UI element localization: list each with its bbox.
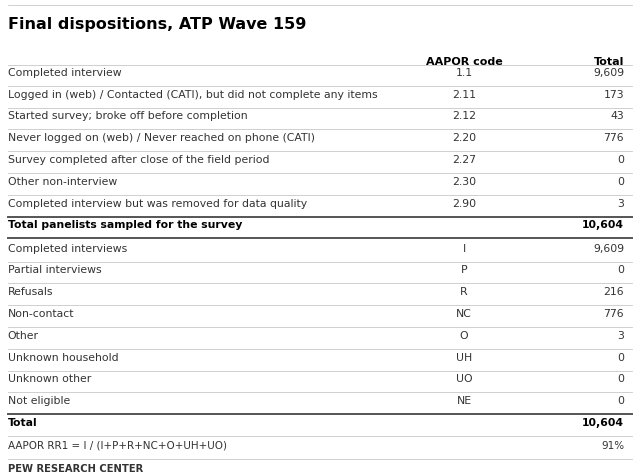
Text: R: R	[460, 287, 468, 297]
Text: 0: 0	[617, 396, 624, 406]
Text: 776: 776	[604, 309, 624, 319]
Text: Completed interview but was removed for data quality: Completed interview but was removed for …	[8, 199, 307, 209]
Text: Logged in (web) / Contacted (CATI), but did not complete any items: Logged in (web) / Contacted (CATI), but …	[8, 90, 378, 100]
Text: O: O	[460, 331, 468, 341]
Text: Total panelists sampled for the survey: Total panelists sampled for the survey	[8, 220, 242, 230]
Text: Final dispositions, ATP Wave 159: Final dispositions, ATP Wave 159	[8, 17, 306, 32]
Text: UO: UO	[456, 374, 472, 384]
Text: Total: Total	[8, 418, 37, 428]
Text: Non-contact: Non-contact	[8, 309, 74, 319]
Text: Started survey; broke off before completion: Started survey; broke off before complet…	[8, 111, 247, 121]
Text: 2.20: 2.20	[452, 133, 476, 143]
Text: 0: 0	[617, 265, 624, 275]
Text: 91%: 91%	[601, 441, 624, 451]
Text: Partial interviews: Partial interviews	[8, 265, 101, 275]
Text: 3: 3	[617, 199, 624, 209]
Text: 43: 43	[611, 111, 624, 121]
Text: 9,609: 9,609	[593, 244, 624, 254]
Text: 2.12: 2.12	[452, 111, 476, 121]
Text: 2.30: 2.30	[452, 177, 476, 187]
Text: 0: 0	[617, 177, 624, 187]
Text: 2.90: 2.90	[452, 199, 476, 209]
Text: Completed interviews: Completed interviews	[8, 244, 127, 254]
Text: Survey completed after close of the field period: Survey completed after close of the fiel…	[8, 155, 269, 165]
Text: 3: 3	[617, 331, 624, 341]
Text: 0: 0	[617, 353, 624, 363]
Text: NE: NE	[456, 396, 472, 406]
Text: Refusals: Refusals	[8, 287, 53, 297]
Text: I: I	[462, 244, 466, 254]
Text: 9,609: 9,609	[593, 68, 624, 78]
Text: UH: UH	[456, 353, 472, 363]
Text: AAPOR RR1 = I / (I+P+R+NC+O+UH+UO): AAPOR RR1 = I / (I+P+R+NC+O+UH+UO)	[8, 441, 227, 451]
Text: 0: 0	[617, 155, 624, 165]
Text: 2.11: 2.11	[452, 90, 476, 100]
Text: Unknown household: Unknown household	[8, 353, 118, 363]
Text: PEW RESEARCH CENTER: PEW RESEARCH CENTER	[8, 464, 143, 474]
Text: 10,604: 10,604	[582, 418, 624, 428]
Text: 173: 173	[604, 90, 624, 100]
Text: Other: Other	[8, 331, 38, 341]
Text: Completed interview: Completed interview	[8, 68, 122, 78]
Text: 10,604: 10,604	[582, 220, 624, 230]
Text: NC: NC	[456, 309, 472, 319]
Text: 0: 0	[617, 374, 624, 384]
Text: Never logged on (web) / Never reached on phone (CATI): Never logged on (web) / Never reached on…	[8, 133, 315, 143]
Text: AAPOR code: AAPOR code	[426, 57, 502, 67]
Text: Other non-interview: Other non-interview	[8, 177, 117, 187]
Text: 776: 776	[604, 133, 624, 143]
Text: P: P	[461, 265, 467, 275]
Text: Unknown other: Unknown other	[8, 374, 91, 384]
Text: 216: 216	[604, 287, 624, 297]
Text: Total: Total	[594, 57, 624, 67]
Text: 1.1: 1.1	[456, 68, 472, 78]
Text: 2.27: 2.27	[452, 155, 476, 165]
Text: Not eligible: Not eligible	[8, 396, 70, 406]
